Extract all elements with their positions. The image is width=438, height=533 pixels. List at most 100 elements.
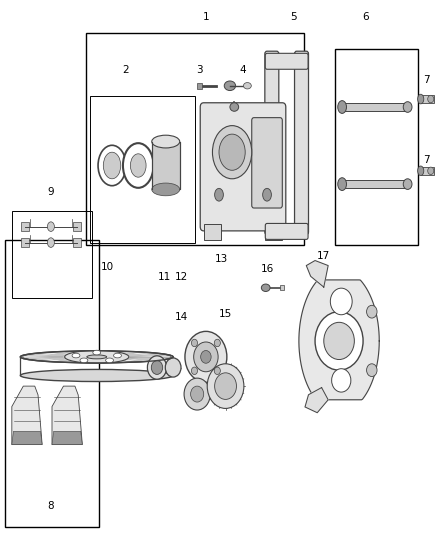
Ellipse shape	[165, 358, 181, 377]
Ellipse shape	[427, 95, 434, 103]
Ellipse shape	[403, 179, 412, 189]
Bar	[280, 285, 284, 290]
Bar	[21, 238, 29, 247]
Text: 4: 4	[240, 65, 246, 75]
FancyBboxPatch shape	[294, 51, 308, 235]
Ellipse shape	[201, 351, 211, 364]
Ellipse shape	[80, 358, 88, 362]
Text: 2: 2	[122, 65, 128, 75]
Ellipse shape	[185, 332, 227, 382]
Polygon shape	[12, 431, 42, 445]
Polygon shape	[299, 280, 379, 400]
Ellipse shape	[427, 167, 434, 174]
Ellipse shape	[152, 183, 180, 196]
Text: 6: 6	[362, 12, 369, 22]
Ellipse shape	[215, 188, 223, 201]
Polygon shape	[52, 386, 82, 445]
FancyBboxPatch shape	[252, 118, 283, 208]
FancyBboxPatch shape	[265, 51, 279, 235]
Ellipse shape	[191, 339, 198, 346]
Bar	[73, 238, 81, 247]
Ellipse shape	[418, 94, 424, 104]
Ellipse shape	[224, 81, 236, 91]
Ellipse shape	[131, 154, 146, 177]
Ellipse shape	[212, 126, 252, 179]
Text: 16: 16	[261, 264, 274, 274]
Ellipse shape	[269, 58, 275, 64]
Bar	[335, 49, 418, 245]
Text: 9: 9	[48, 187, 54, 197]
Ellipse shape	[47, 222, 54, 231]
Text: 5: 5	[290, 12, 297, 22]
Ellipse shape	[330, 288, 352, 315]
Ellipse shape	[315, 312, 363, 370]
Bar	[21, 222, 29, 231]
Ellipse shape	[338, 101, 346, 114]
Text: 10: 10	[101, 262, 114, 271]
Text: 7: 7	[423, 76, 430, 85]
Ellipse shape	[87, 355, 107, 359]
Ellipse shape	[338, 177, 346, 190]
FancyBboxPatch shape	[265, 223, 308, 239]
Ellipse shape	[191, 386, 204, 402]
Bar	[86, 33, 304, 245]
Ellipse shape	[215, 373, 237, 399]
Polygon shape	[306, 261, 328, 287]
Ellipse shape	[214, 367, 220, 375]
Ellipse shape	[20, 351, 173, 363]
Text: 12: 12	[175, 272, 188, 282]
Bar	[90, 96, 195, 243]
Ellipse shape	[93, 350, 101, 355]
FancyBboxPatch shape	[200, 103, 286, 231]
Polygon shape	[12, 386, 42, 445]
Ellipse shape	[103, 152, 121, 179]
Ellipse shape	[98, 146, 126, 185]
Bar	[5, 240, 99, 527]
Ellipse shape	[191, 367, 198, 375]
Ellipse shape	[20, 369, 173, 382]
Ellipse shape	[72, 353, 80, 358]
Polygon shape	[52, 431, 82, 445]
Text: 3: 3	[196, 65, 203, 75]
Polygon shape	[305, 387, 328, 413]
Ellipse shape	[403, 102, 412, 112]
Ellipse shape	[113, 353, 121, 358]
Ellipse shape	[367, 364, 377, 376]
Ellipse shape	[123, 143, 153, 188]
Ellipse shape	[214, 339, 220, 346]
Bar	[421, 95, 434, 103]
Bar	[342, 180, 408, 188]
Ellipse shape	[152, 135, 180, 148]
Ellipse shape	[324, 322, 354, 360]
Ellipse shape	[151, 361, 162, 374]
Bar	[421, 167, 434, 174]
Ellipse shape	[263, 188, 272, 201]
Bar	[265, 224, 283, 240]
Text: 8: 8	[48, 500, 54, 511]
Ellipse shape	[230, 103, 239, 111]
Ellipse shape	[65, 351, 129, 363]
Ellipse shape	[367, 305, 377, 318]
Ellipse shape	[298, 58, 304, 64]
Bar	[197, 83, 202, 89]
Bar	[204, 224, 221, 240]
Ellipse shape	[298, 228, 304, 235]
Bar	[342, 103, 408, 111]
Ellipse shape	[207, 364, 244, 408]
Text: 15: 15	[219, 309, 232, 319]
Ellipse shape	[219, 134, 245, 170]
Ellipse shape	[261, 284, 270, 292]
Ellipse shape	[418, 166, 424, 175]
Text: 17: 17	[317, 251, 330, 261]
Text: 13: 13	[215, 254, 228, 263]
Text: 1: 1	[203, 12, 209, 22]
Ellipse shape	[106, 358, 113, 362]
FancyBboxPatch shape	[265, 53, 308, 69]
Ellipse shape	[184, 378, 210, 410]
Bar	[73, 222, 81, 231]
Ellipse shape	[148, 356, 166, 379]
Ellipse shape	[194, 342, 218, 372]
Ellipse shape	[47, 238, 54, 247]
Ellipse shape	[332, 369, 351, 392]
Bar	[12, 211, 92, 298]
